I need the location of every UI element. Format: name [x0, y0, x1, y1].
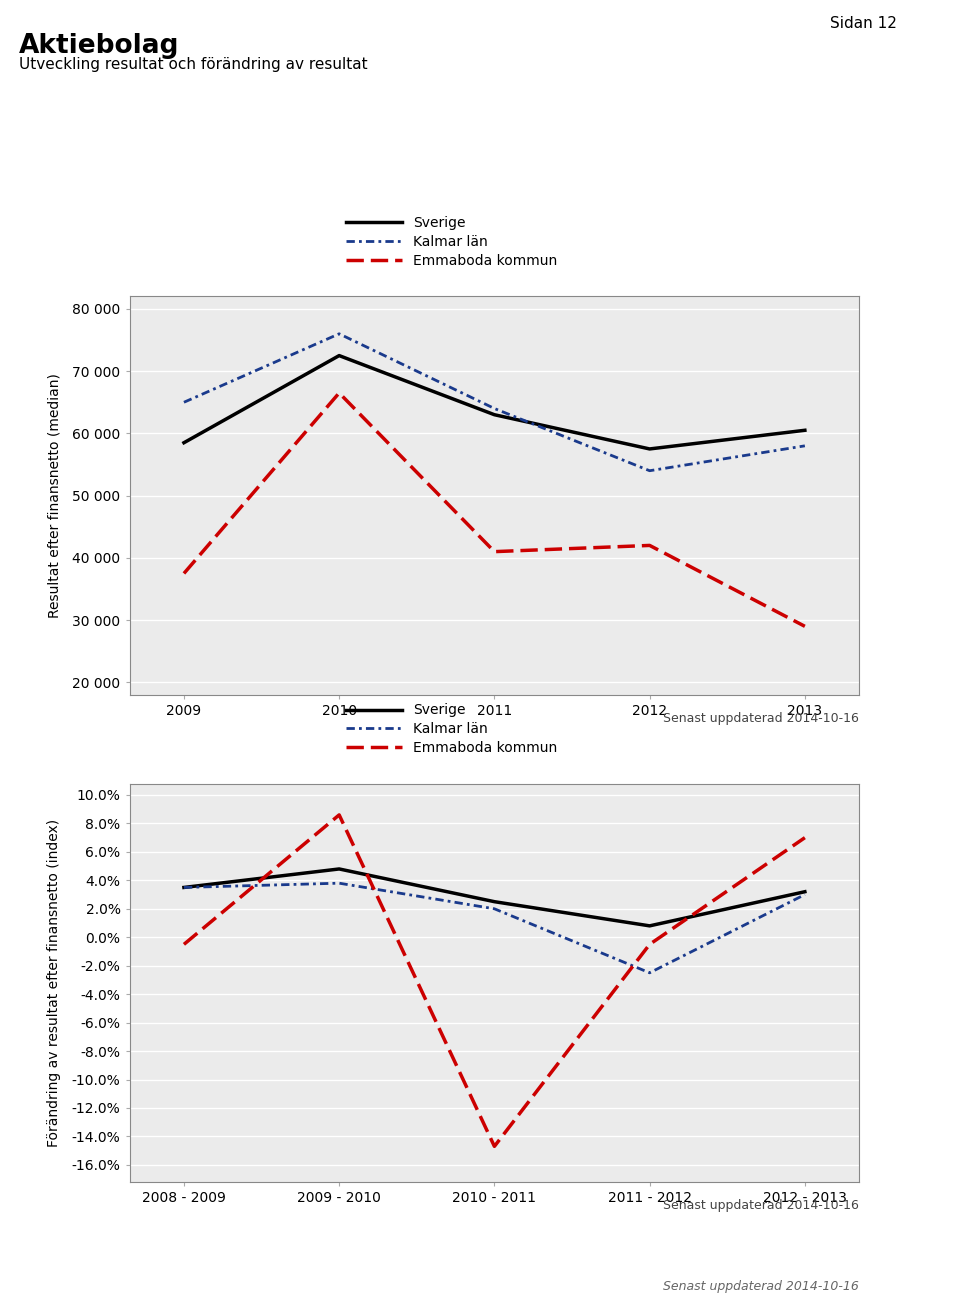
Legend: Sverige, Kalmar län, Emmaboda kommun: Sverige, Kalmar län, Emmaboda kommun: [341, 210, 563, 273]
Y-axis label: Resultat efter finansnetto (median): Resultat efter finansnetto (median): [47, 374, 61, 618]
Text: Senast uppdaterad 2014-10-16: Senast uppdaterad 2014-10-16: [663, 1280, 859, 1293]
Y-axis label: Förändring av resultat efter finansnetto (index): Förändring av resultat efter finansnetto…: [47, 819, 60, 1147]
Text: Senast uppdaterad 2014-10-16: Senast uppdaterad 2014-10-16: [663, 1199, 859, 1212]
Text: Utveckling resultat och förändring av resultat: Utveckling resultat och förändring av re…: [19, 57, 368, 72]
Text: Senast uppdaterad 2014-10-16: Senast uppdaterad 2014-10-16: [663, 712, 859, 725]
Text: Sidan 12: Sidan 12: [830, 16, 898, 31]
Legend: Sverige, Kalmar län, Emmaboda kommun: Sverige, Kalmar län, Emmaboda kommun: [341, 697, 563, 760]
Text: Aktiebolag: Aktiebolag: [19, 33, 180, 59]
